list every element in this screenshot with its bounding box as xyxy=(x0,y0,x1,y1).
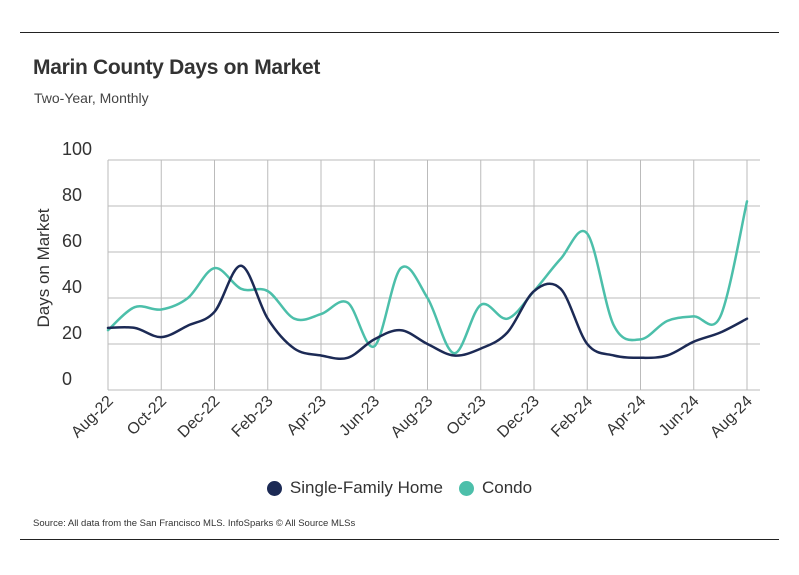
x-tick-label: Feb-24 xyxy=(548,393,596,441)
legend-swatch-single-family xyxy=(266,480,282,496)
top-rule xyxy=(20,32,779,33)
y-tick-label: 60 xyxy=(62,231,82,251)
x-tick-label: Aug-23 xyxy=(388,393,437,442)
x-tick-label: Oct-22 xyxy=(124,393,170,439)
y-tick-label: 80 xyxy=(62,185,82,205)
legend-item-condo: Condo xyxy=(458,478,533,498)
x-tick-label: Jun-24 xyxy=(656,393,703,440)
y-tick-label: 100 xyxy=(62,139,92,159)
x-tick-label: Apr-23 xyxy=(284,393,330,439)
series-line-condo xyxy=(106,200,749,355)
x-tick-label: Apr-24 xyxy=(603,393,649,439)
legend: Single-Family Home Condo xyxy=(0,478,799,498)
y-tick-label: 40 xyxy=(62,277,82,297)
y-tick-label: 0 xyxy=(62,369,72,389)
bottom-rule xyxy=(20,539,779,540)
series-lines xyxy=(106,200,749,361)
y-tick-labels: 0 20 40 60 80 100 xyxy=(62,139,92,389)
x-tick-label: Dec-22 xyxy=(175,393,224,442)
y-axis-label: Days on Market xyxy=(34,208,53,327)
legend-label-condo: Condo xyxy=(481,478,533,497)
legend-item-single-family: Single-Family Home xyxy=(266,478,443,498)
x-tick-label: Oct-23 xyxy=(444,393,490,439)
grid-lines xyxy=(107,159,760,391)
x-tick-label: Jun-23 xyxy=(336,393,383,440)
legend-label-single-family: Single-Family Home xyxy=(289,478,443,497)
x-tick-label: Aug-22 xyxy=(68,393,117,442)
chart-title: Marin County Days on Market xyxy=(33,56,321,79)
chart-subtitle: Two-Year, Monthly xyxy=(34,90,149,106)
x-tick-label: Feb-23 xyxy=(229,393,277,441)
y-tick-label: 20 xyxy=(62,323,82,343)
x-tick-labels: Aug-22 Oct-22 Dec-22 Feb-23 Apr-23 Jun-23 Aug-… xyxy=(68,393,756,442)
x-tick-label: Aug-24 xyxy=(707,393,756,442)
legend-swatch-condo xyxy=(458,480,474,496)
series-line-single-family xyxy=(106,264,749,361)
source-note: Source: All data from the San Francisco … xyxy=(33,518,356,529)
x-tick-label: Dec-23 xyxy=(494,393,543,442)
